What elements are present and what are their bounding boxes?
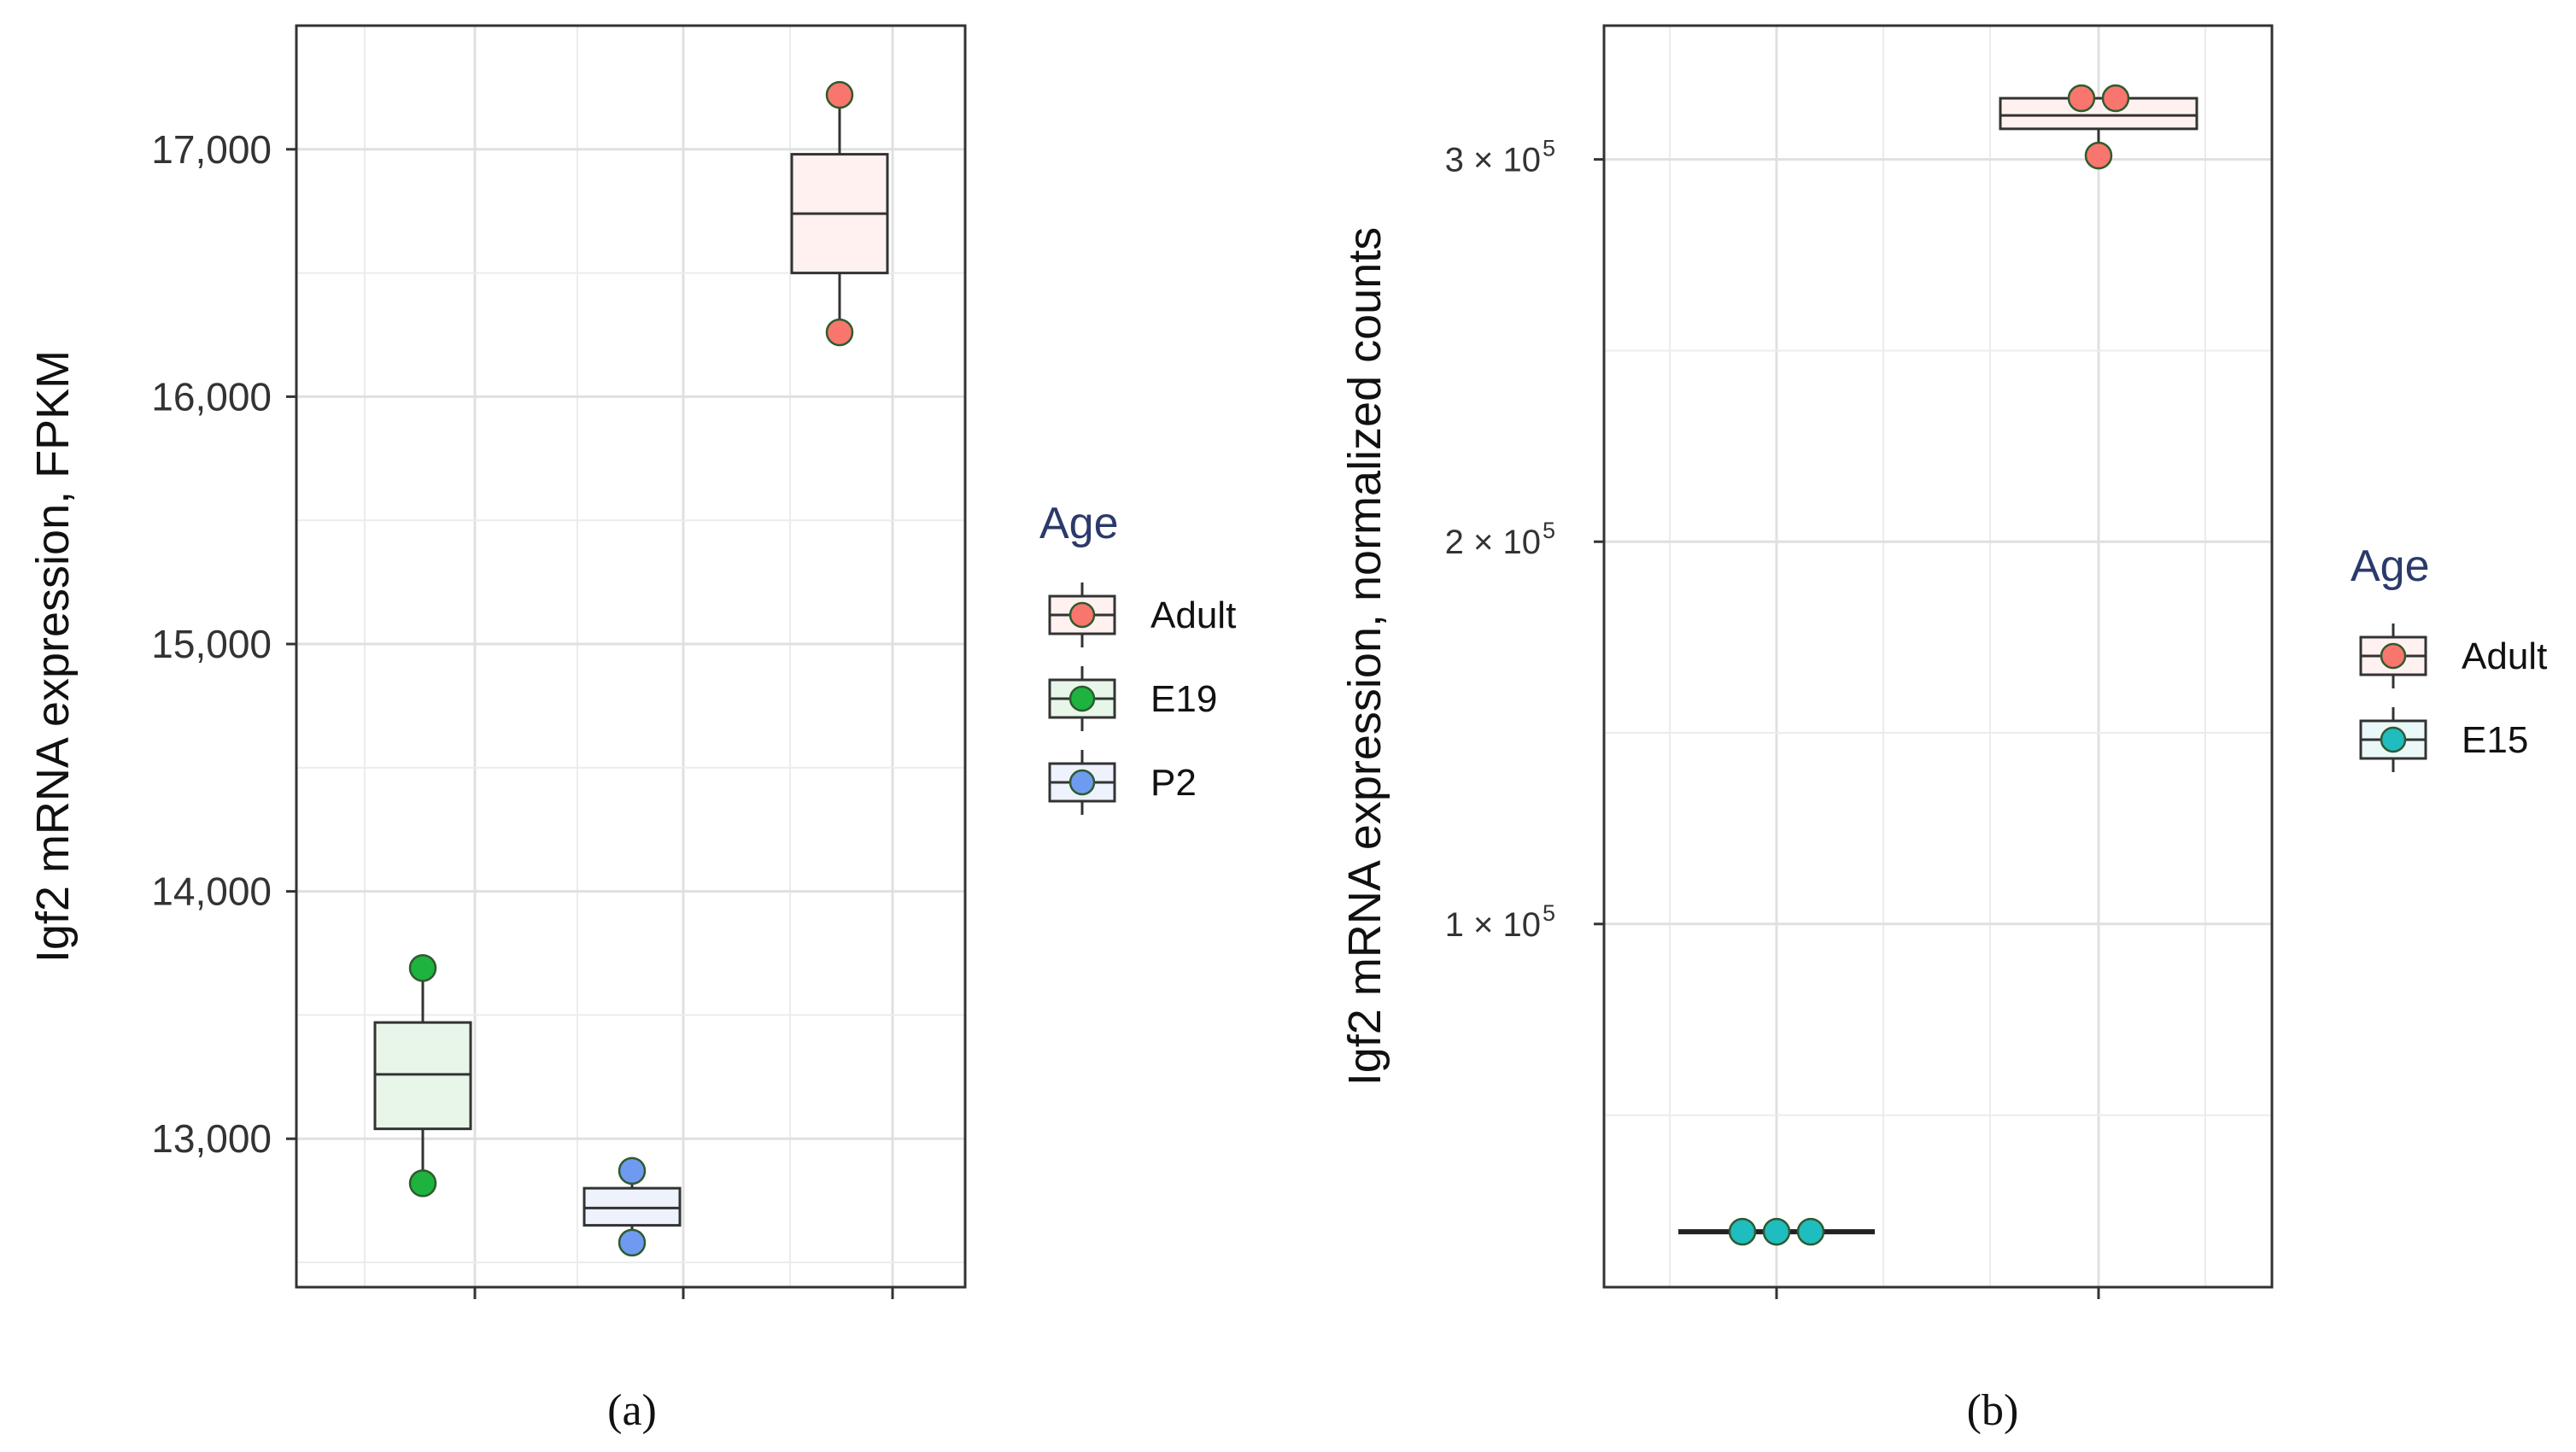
plot-background <box>1604 26 2272 1287</box>
legend-label: E15 <box>2462 719 2528 761</box>
data-point <box>2101 84 2130 113</box>
data-point <box>825 80 854 109</box>
y-tick-exponent: 5 <box>1543 136 1555 161</box>
y-tick-label: 15,000 <box>151 622 272 666</box>
legend-label: Adult <box>1150 594 1236 636</box>
data-point <box>1762 1217 1791 1246</box>
legend-title: Age <box>2351 542 2430 591</box>
data-point <box>618 1228 647 1257</box>
data-point <box>408 1169 437 1197</box>
data-point <box>1728 1217 1757 1246</box>
legend-key-point <box>2380 726 2407 753</box>
y-axis-title: Igf2 mRNA expression, normalized counts <box>1339 227 1390 1086</box>
data-point <box>825 318 854 347</box>
legend-key-point <box>1068 769 1096 796</box>
y-tick-label: 17,000 <box>151 127 272 172</box>
plot-border <box>1602 24 2274 1289</box>
panel-a: 13,000 14,000 15,000 16,000 17,000 Igf2 mRNA … <box>27 24 1236 1435</box>
panel-label: (a) <box>607 1386 657 1435</box>
y-tick-label: 2 × 10 <box>1445 524 1541 561</box>
data-point <box>408 954 437 982</box>
box-iqr <box>1999 97 2198 131</box>
legend-label: Adult <box>2462 635 2547 677</box>
data-point <box>1796 1217 1825 1246</box>
y-tick-label: 16,000 <box>151 374 272 419</box>
data-point <box>2067 84 2096 113</box>
y-tick-exponent: 5 <box>1543 900 1555 926</box>
y-tick-label: 14,000 <box>151 869 272 914</box>
legend-label: E19 <box>1150 678 1217 720</box>
y-tick-label: 1 × 10 <box>1445 906 1541 944</box>
y-axis-title: Igf2 mRNA expression, FPKM <box>27 350 79 963</box>
data-point <box>618 1156 647 1186</box>
panel-label: (b) <box>1967 1386 2019 1435</box>
data-point <box>2084 141 2113 170</box>
y-tick-label: 3 × 10 <box>1445 142 1541 179</box>
y-tick-exponent: 5 <box>1543 518 1555 543</box>
legend-key-point <box>1068 685 1096 712</box>
legend-label: P2 <box>1150 762 1197 804</box>
legend-key-point <box>2380 642 2407 670</box>
legend-key-point <box>1068 601 1096 629</box>
legend-title: Age <box>1039 499 1119 548</box>
y-tick-label: 13,000 <box>151 1116 272 1161</box>
plot-border <box>295 24 967 1289</box>
